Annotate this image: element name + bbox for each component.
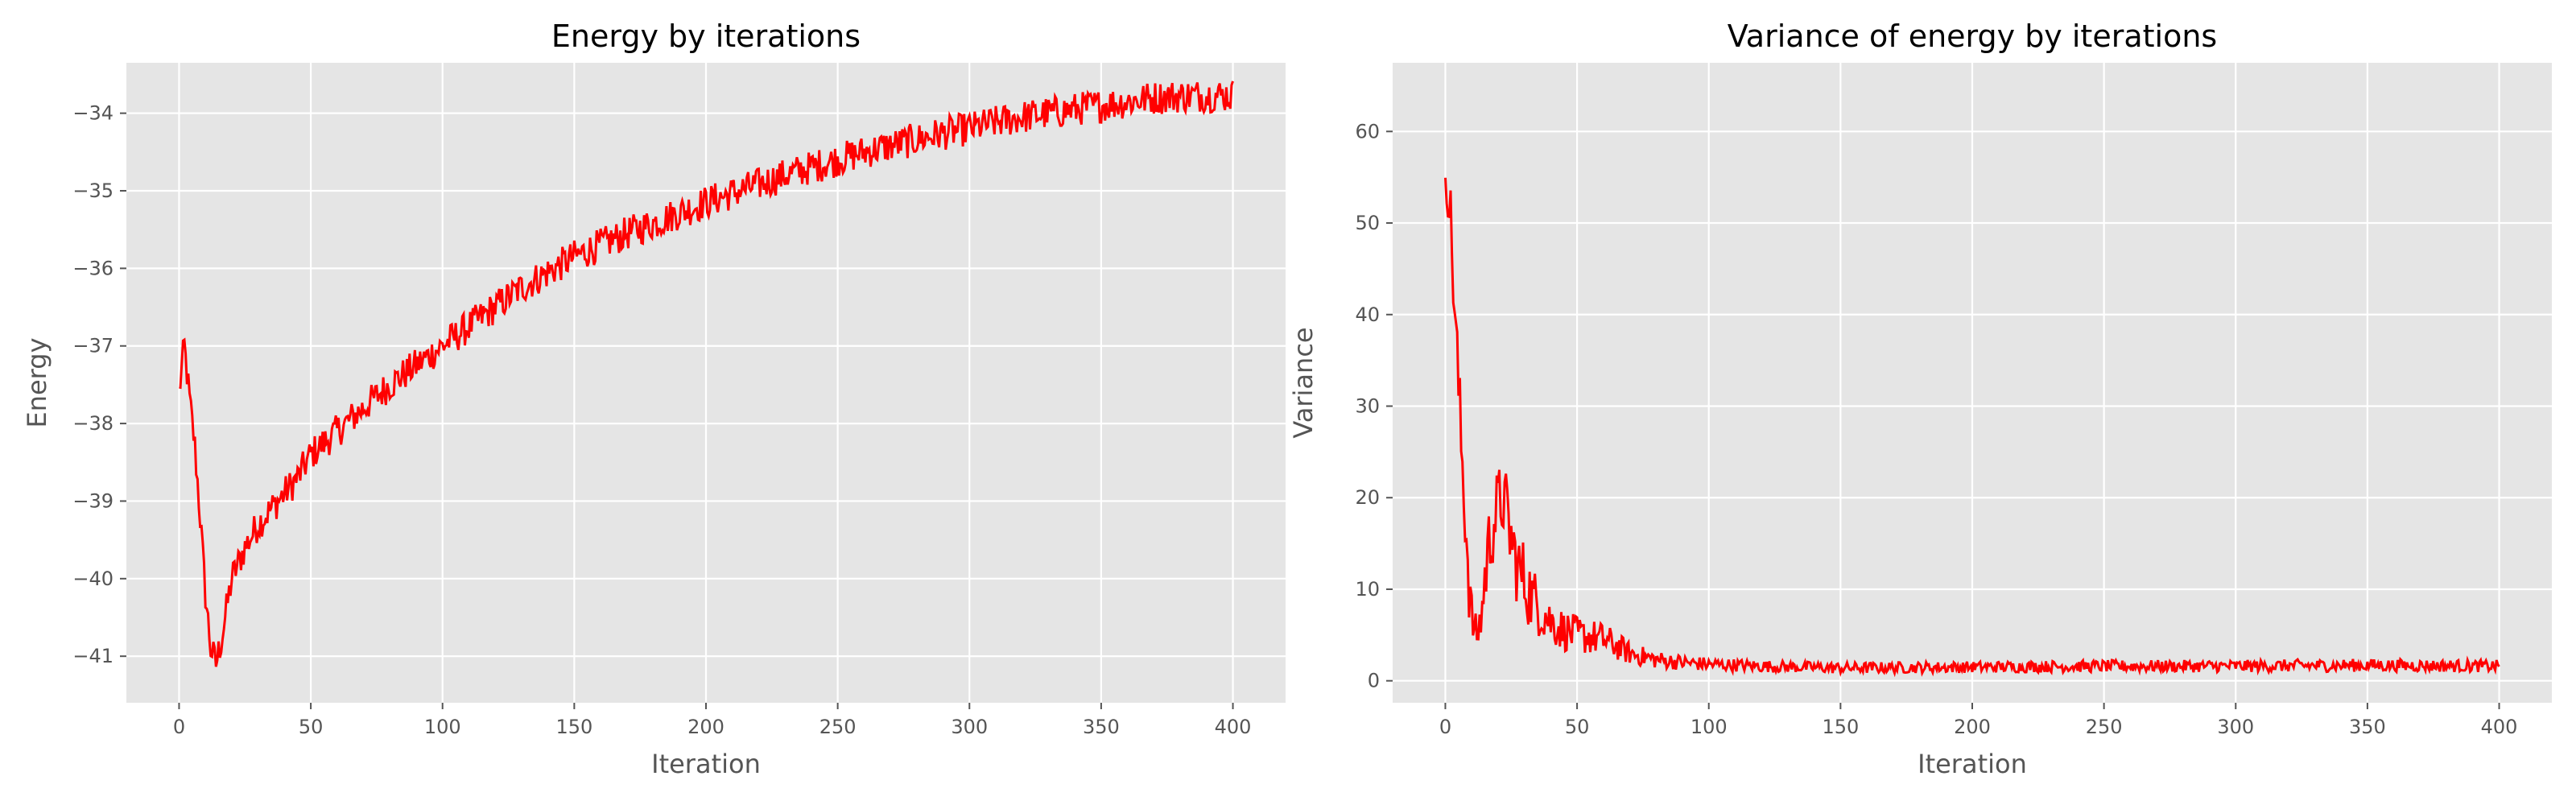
- y-tick-label: −37: [72, 335, 114, 357]
- chart-title: Variance of energy by iterations: [1728, 19, 2217, 54]
- y-tick-label: −34: [72, 102, 114, 125]
- x-tick-label: 200: [1954, 716, 1991, 738]
- data-series-line: [1444, 177, 2500, 678]
- x-tick-label: 350: [1083, 716, 1120, 738]
- x-tick-label: 100: [424, 716, 461, 738]
- x-tick-label: 400: [1215, 716, 1252, 738]
- x-tick-label: 250: [2086, 716, 2123, 738]
- y-tick-label: 50: [1355, 212, 1380, 234]
- x-tick-label: 0: [173, 716, 185, 738]
- y-tick-label: −39: [72, 489, 114, 512]
- x-tick-label: 300: [2217, 716, 2254, 738]
- x-tick-label: 150: [555, 716, 592, 738]
- x-tick-label: 100: [1690, 716, 1728, 738]
- y-tick-label: 10: [1355, 578, 1380, 601]
- x-tick-label: 150: [1822, 716, 1859, 738]
- x-tick-label: 50: [299, 716, 324, 738]
- y-tick-label: −35: [72, 180, 114, 202]
- y-tick-label: 60: [1355, 120, 1380, 142]
- x-axis-label: Iteration: [651, 749, 761, 779]
- x-tick-label: 300: [951, 716, 988, 738]
- y-tick-label: −36: [72, 257, 114, 279]
- y-tick-label: −40: [72, 568, 114, 590]
- y-tick-label: 30: [1355, 395, 1380, 418]
- x-tick-label: 50: [1565, 716, 1590, 738]
- y-tick-label: 0: [1368, 670, 1380, 692]
- x-axis-label: Iteration: [1918, 749, 2027, 779]
- x-tick-label: 350: [2349, 716, 2386, 738]
- data-series-line: [179, 80, 1234, 667]
- y-axis-label: Energy: [22, 337, 52, 427]
- chart-title: Energy by iterations: [551, 19, 861, 54]
- y-tick-label: −38: [72, 412, 114, 435]
- y-axis-label: Variance: [1288, 327, 1319, 438]
- y-tick-label: 20: [1355, 486, 1380, 509]
- x-tick-label: 200: [687, 716, 724, 738]
- y-tick-label: −41: [72, 645, 114, 667]
- x-tick-label: 250: [819, 716, 857, 738]
- chart-panel-2: 0 50 100 150 200 250 300 350 400 0 10 20 30 40 50 60 Var…: [1288, 19, 2552, 779]
- chart-panel-1: 0 50 100 150 200 250 300 350 400 −41 −40 −39 −38 −37 −…: [22, 19, 1286, 779]
- y-tick-label: 40: [1355, 303, 1380, 326]
- x-tick-label: 400: [2481, 716, 2518, 738]
- x-tick-label: 0: [1439, 716, 1451, 738]
